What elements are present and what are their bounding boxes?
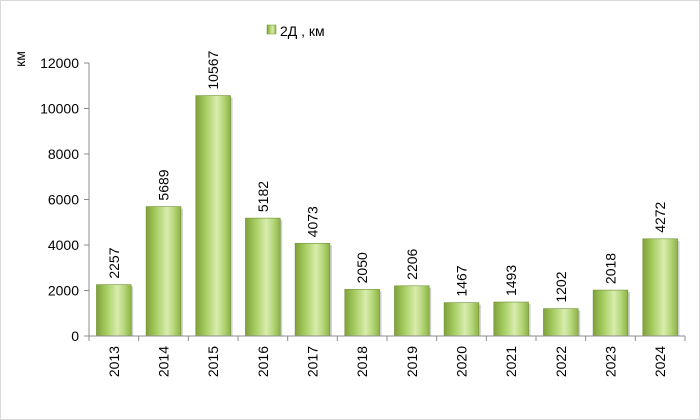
x-tick-label: 2023 — [603, 346, 619, 377]
x-tick-label: 2018 — [354, 346, 370, 377]
x-tick-label: 2014 — [156, 346, 172, 377]
legend-swatch — [266, 24, 277, 35]
x-tick-label: 2019 — [404, 346, 420, 377]
bar-value-label: 10567 — [205, 50, 221, 89]
y-tick-label: 10000 — [40, 101, 79, 117]
bar — [443, 302, 480, 337]
bar-value-label: 1467 — [454, 265, 470, 296]
bar-value-label: 1493 — [503, 265, 519, 296]
bar — [145, 206, 182, 337]
x-tick-label: 2016 — [255, 346, 271, 377]
y-axis: 0 2000 4000 6000 8000 10000 12000 — [40, 55, 90, 344]
bar — [543, 308, 579, 337]
y-tick-label: 8000 — [48, 146, 79, 162]
x-tick-label: 2022 — [553, 346, 569, 377]
bar — [245, 217, 281, 337]
legend: 2Д , км — [266, 23, 325, 39]
bars — [96, 95, 680, 337]
bar-value-label: 2206 — [404, 248, 420, 279]
y-tick-label: 12000 — [40, 55, 79, 71]
x-tick-label: 2021 — [503, 346, 519, 377]
bar-value-label: 4073 — [305, 206, 321, 237]
y-tick-label: 6000 — [48, 192, 79, 208]
bar — [294, 243, 331, 337]
y-tick-label: 4000 — [48, 237, 79, 253]
x-tick-label: 2024 — [652, 346, 668, 377]
bar — [493, 301, 529, 337]
y-tick-label: 2000 — [48, 283, 79, 299]
bar — [96, 284, 132, 337]
bar-value-label: 5689 — [156, 169, 172, 200]
bar — [642, 238, 678, 337]
x-axis: 2013 2014 2015 2016 2017 2018 2019 2020 2021 2022… — [88, 335, 686, 377]
bar — [592, 289, 629, 337]
x-tick-label: 2020 — [454, 346, 470, 377]
bar-value-label: 2018 — [603, 253, 619, 284]
bar — [195, 95, 231, 337]
x-tick-label: 2017 — [305, 346, 321, 377]
value-labels: 2257 5689 10567 5182 4073 2050 2206 1467 1493 120… — [106, 50, 668, 302]
y-tick-label: 0 — [71, 328, 79, 344]
bar-value-label: 5182 — [255, 181, 271, 212]
y-axis-title: км — [12, 51, 28, 67]
bar-value-label: 2257 — [106, 247, 122, 278]
bar — [344, 289, 380, 337]
x-tick-label: 2013 — [106, 346, 122, 377]
bar-value-label: 2050 — [354, 252, 370, 283]
legend-label: 2Д , км — [280, 23, 325, 39]
bar — [394, 285, 430, 337]
bar-value-label: 4272 — [652, 201, 668, 232]
bar-value-label: 1202 — [553, 271, 569, 302]
x-tick-label: 2015 — [205, 346, 221, 377]
